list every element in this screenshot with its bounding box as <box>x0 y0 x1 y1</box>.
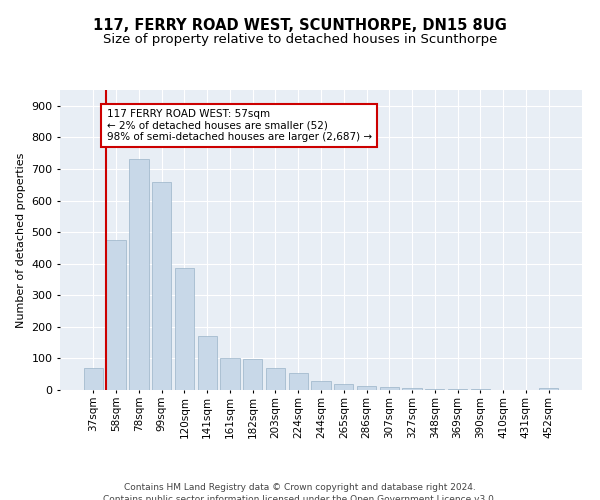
Bar <box>84 368 103 390</box>
Bar <box>129 160 149 390</box>
Bar <box>106 240 126 390</box>
Bar <box>425 389 445 390</box>
Text: 117 FERRY ROAD WEST: 57sqm
← 2% of detached houses are smaller (52)
98% of semi-: 117 FERRY ROAD WEST: 57sqm ← 2% of detac… <box>107 109 372 142</box>
Bar <box>334 384 353 390</box>
Bar <box>311 380 331 390</box>
Y-axis label: Number of detached properties: Number of detached properties <box>16 152 26 328</box>
Bar <box>403 388 422 390</box>
Bar <box>220 358 239 390</box>
Text: Size of property relative to detached houses in Scunthorpe: Size of property relative to detached ho… <box>103 32 497 46</box>
Bar <box>380 388 399 390</box>
Bar <box>539 388 558 390</box>
Text: 117, FERRY ROAD WEST, SCUNTHORPE, DN15 8UG: 117, FERRY ROAD WEST, SCUNTHORPE, DN15 8… <box>93 18 507 32</box>
Bar <box>357 386 376 390</box>
Bar <box>243 360 262 390</box>
Bar <box>197 336 217 390</box>
Bar <box>175 268 194 390</box>
Bar <box>266 368 285 390</box>
Text: Contains HM Land Registry data © Crown copyright and database right 2024.
Contai: Contains HM Land Registry data © Crown c… <box>103 482 497 500</box>
Bar <box>152 182 172 390</box>
Bar <box>289 372 308 390</box>
